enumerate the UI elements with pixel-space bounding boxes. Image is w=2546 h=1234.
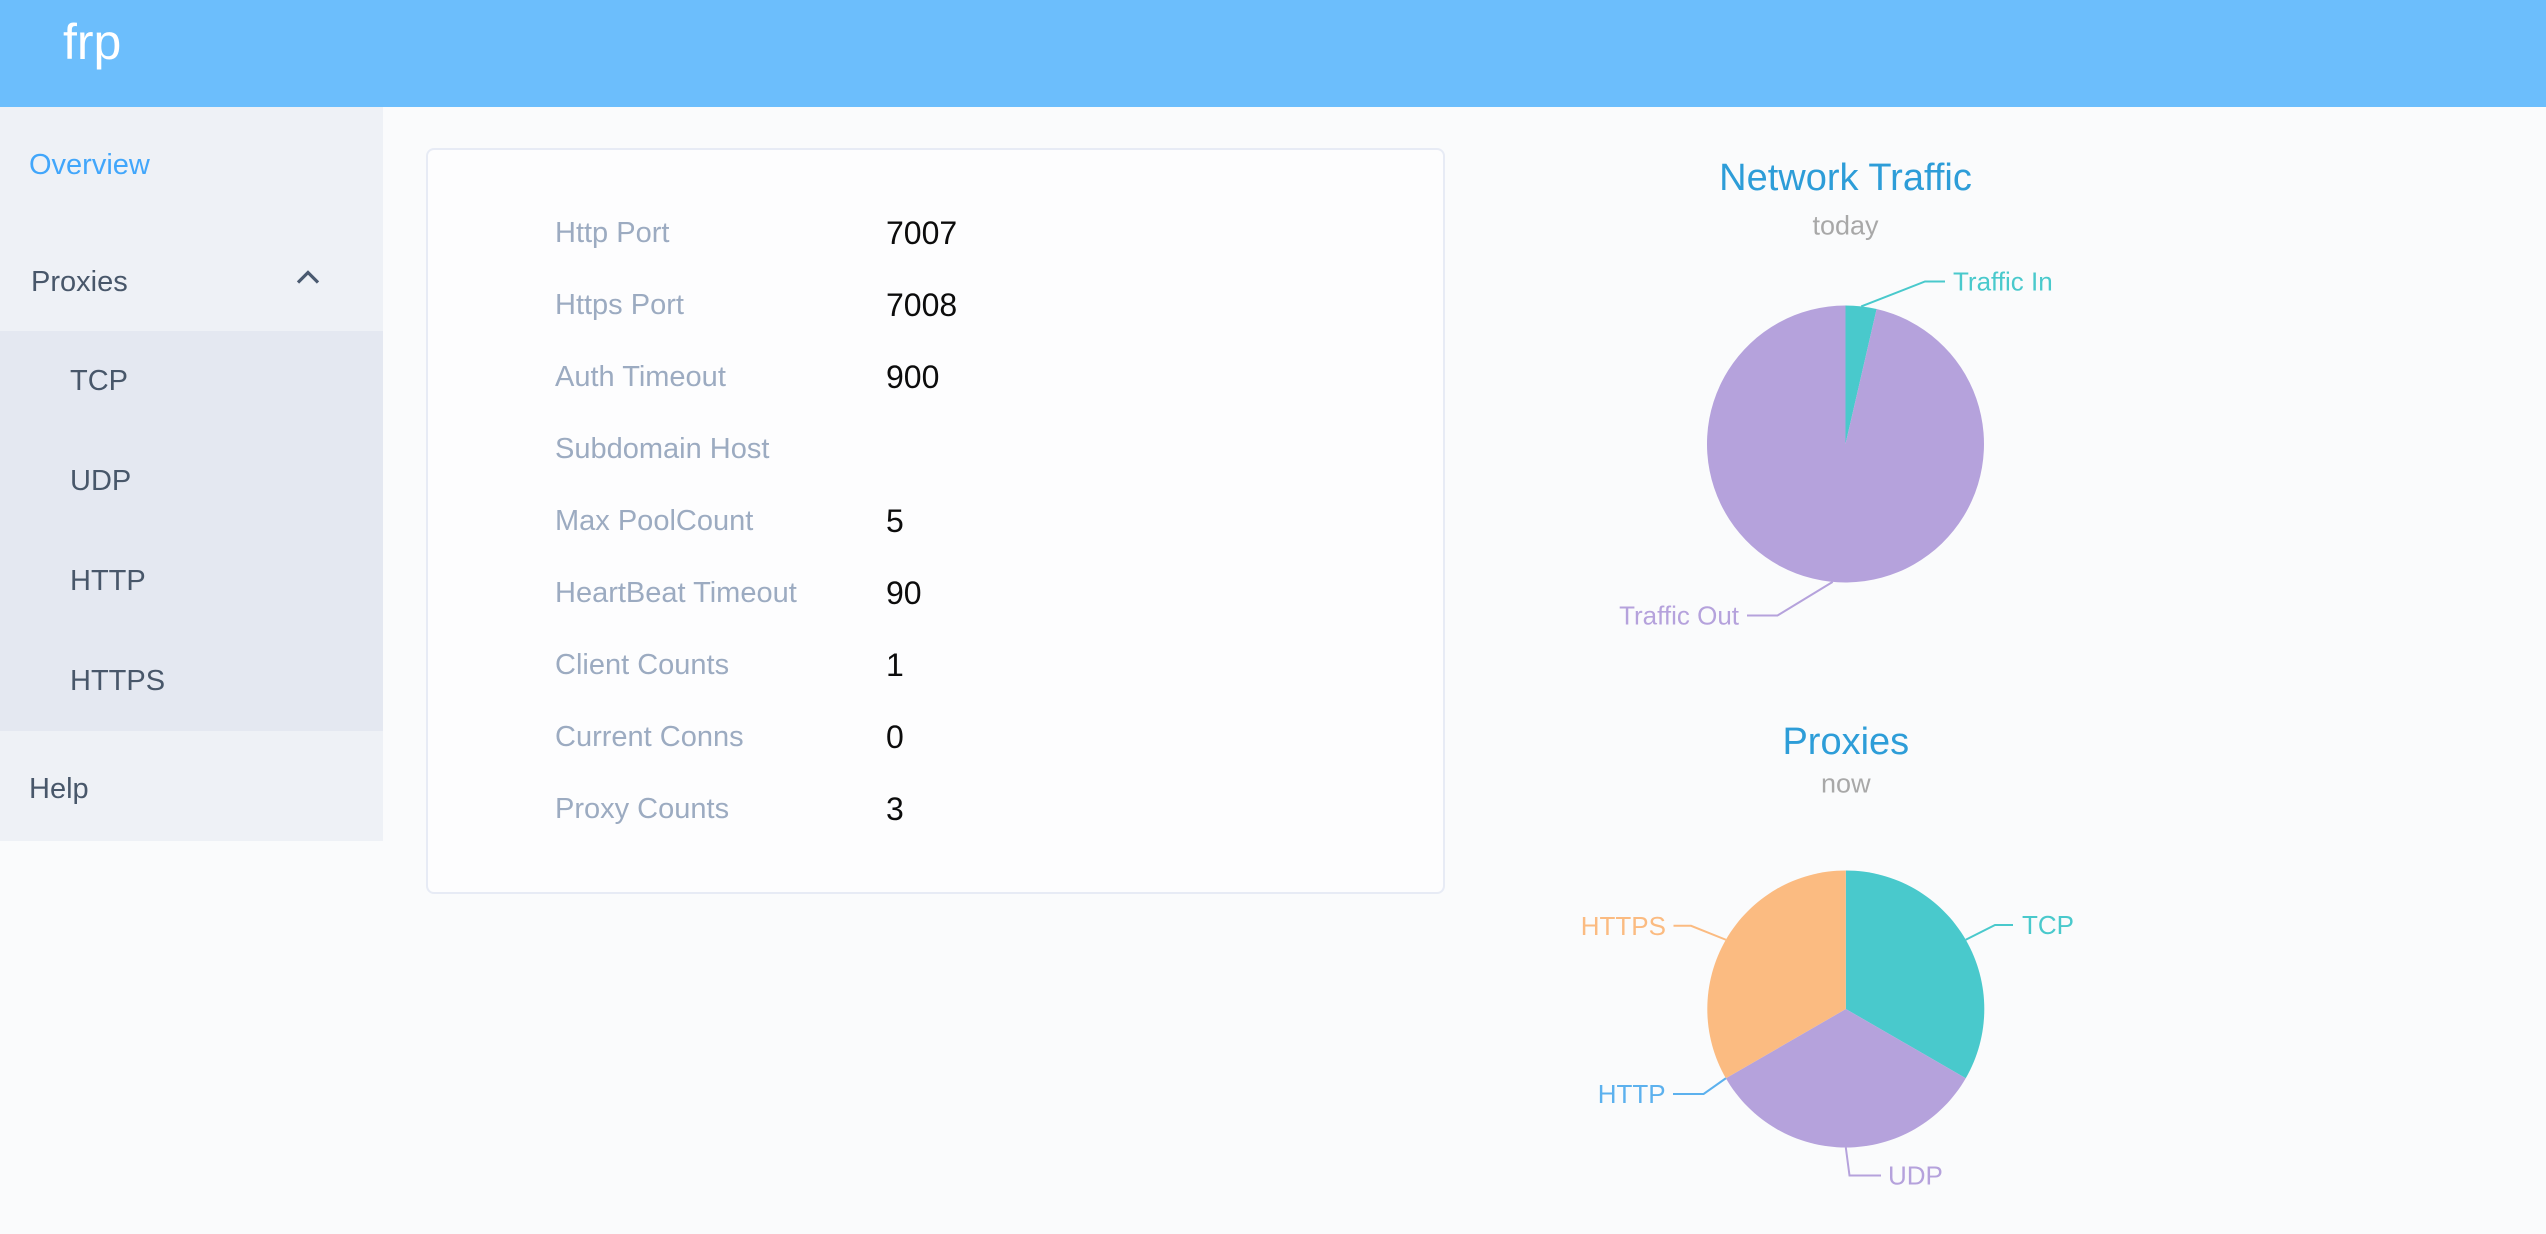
svg-text:UDP: UDP [1888, 1161, 1943, 1191]
svg-text:Proxies: Proxies [1782, 721, 1909, 763]
svg-text:today: today [1812, 211, 1879, 241]
svg-text:Network Traffic: Network Traffic [1719, 157, 1972, 199]
svg-text:now: now [1821, 769, 1871, 799]
svg-text:HTTP: HTTP [1598, 1079, 1666, 1109]
svg-text:TCP: TCP [2022, 910, 2074, 940]
svg-text:Traffic In: Traffic In [1953, 267, 2053, 297]
svg-text:Traffic Out: Traffic Out [1619, 601, 1740, 631]
svg-text:HTTPS: HTTPS [1581, 911, 1666, 941]
